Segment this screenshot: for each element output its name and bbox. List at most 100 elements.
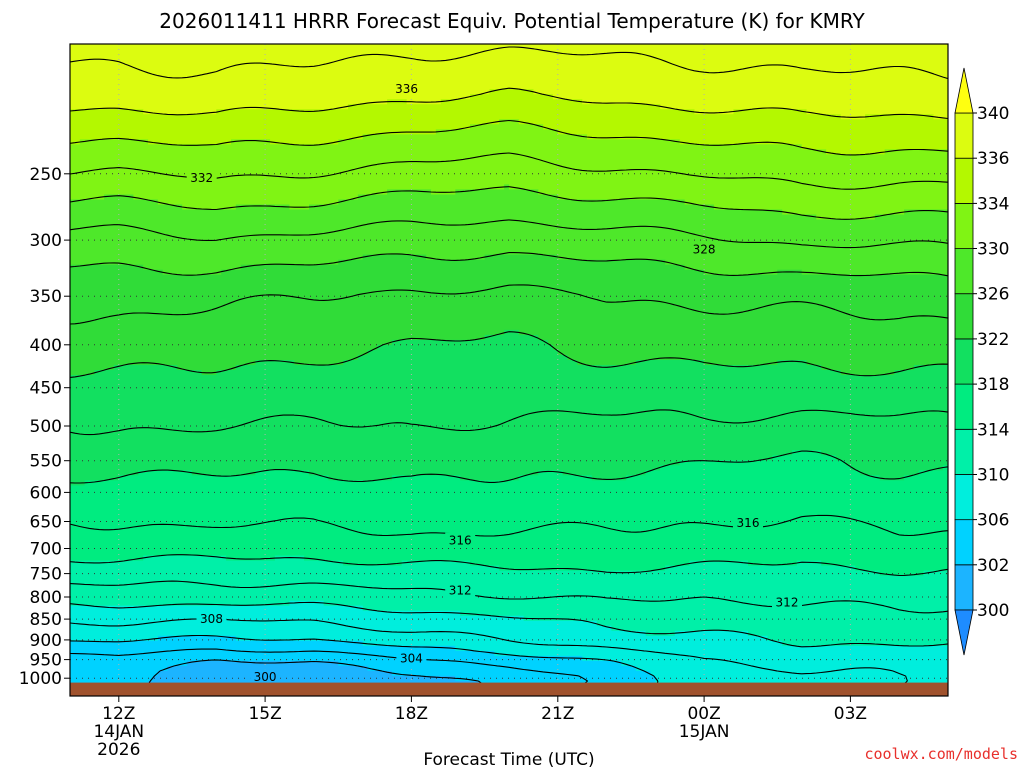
chart-mark [70,174,948,180]
y-tick-label: 900 [30,631,62,651]
contour-label: 312 [445,582,476,598]
contour-label-bg [250,669,281,685]
x-tick-label: 14JAN [93,722,144,742]
chart-mark [470,560,691,567]
chart-mark [70,184,505,190]
chart-mark [70,319,948,326]
chart-mark [270,139,339,145]
chart-mark [187,660,339,667]
chart-mark [377,344,554,351]
chart-mark [70,94,471,100]
chart-mark [357,194,559,201]
chart-mark [70,104,349,110]
contour-label-text: 316 [737,516,760,530]
chart-mark [70,254,364,261]
chart-mark [70,505,948,511]
chart-mark [70,344,378,351]
chart-mark [143,555,227,562]
chart-mark [70,465,661,471]
contour-label-bg [772,594,802,610]
chart-mark [70,114,842,120]
chart-mark [148,139,232,145]
chart-mark [235,204,291,211]
chart-mark [391,670,651,677]
colorbar-segment [954,248,974,295]
chart-mark [343,560,403,567]
chart-mark [70,109,144,115]
chart-mark [767,635,948,642]
chart-mark [157,635,237,642]
colorbar-high-arrow [954,67,974,114]
chart-mark [70,144,803,150]
chart-mark [70,199,159,206]
y-tick-label: 600 [30,483,62,503]
chart-mark [79,139,149,145]
colorbar-label: 326 [977,285,1009,305]
chart-mark [518,475,593,481]
chart-mark [70,425,948,431]
terrain-layer [70,682,948,696]
chart-mark [70,154,948,160]
chart-mark [70,420,948,426]
chart-mark [143,264,242,271]
chart-mark [70,274,948,281]
y-tick-label: 300 [30,231,62,251]
colorbar-segment [954,157,974,204]
y-tick-label: 850 [30,610,62,630]
chart-mark [70,400,948,406]
chart-mark [509,184,948,190]
chart-mark [426,254,486,261]
contour-label-bg [196,611,227,627]
chart-mark [552,94,948,100]
chart-mark [70,635,159,642]
chart-mark [70,395,948,401]
contour-label: 312 [772,594,802,610]
chart-mark [70,415,948,421]
chart-mark [70,299,948,306]
chart-mark [499,565,666,572]
chart-mark [655,675,948,682]
chart-mark [70,99,388,105]
chart-mark [70,475,120,481]
chart-mark [70,650,495,657]
contour-306 [70,634,663,696]
contour-label-text: 312 [449,584,472,598]
chart-mark [484,254,559,261]
chart-mark [70,445,948,451]
contour-326 [70,252,948,277]
chart-mark [455,189,539,195]
contour-label: 316 [733,515,763,531]
chart-mark [70,124,471,130]
chart-mark [70,139,81,145]
contour-308 [70,618,908,696]
chart-mark [504,329,520,336]
chart-mark [70,244,948,251]
chart-mark [489,89,534,95]
y-tick-label: 1000 [19,669,62,689]
chart-mark [70,450,793,456]
chart-mark [70,460,681,466]
colorbar-segment [954,474,974,521]
chart-mark [70,304,948,311]
chart-mark [860,470,920,476]
chart-mark [84,480,948,486]
gridlines [70,44,948,696]
chart-mark [548,339,948,346]
chart-mark [70,615,525,622]
chart-mark [191,470,256,476]
chart-mark [338,139,681,145]
chart-mark [913,365,948,371]
chart-mark [874,214,948,221]
contour-label: 304 [396,650,427,666]
chart-mark [391,339,549,346]
chart-mark [665,259,948,266]
chart-mark [328,475,393,481]
chart-mark [70,640,364,647]
chart-mark [777,360,808,366]
colorbar-label: 300 [977,601,1009,621]
chart-mark [70,84,948,90]
chart-mark [70,134,364,140]
chart-mark [70,585,948,592]
chart-mark [821,365,915,371]
